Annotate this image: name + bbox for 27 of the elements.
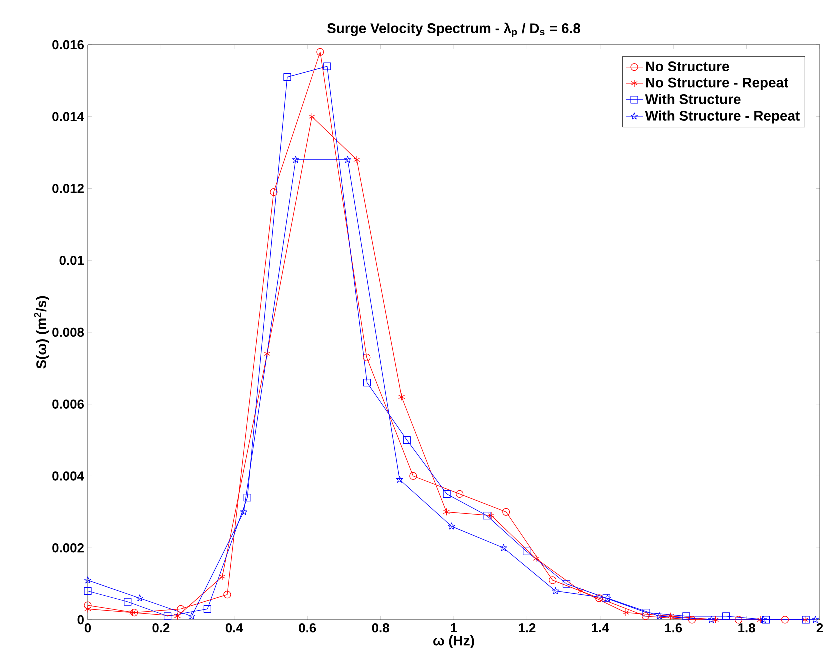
legend-label: No Structure - Repeat	[646, 78, 788, 91]
y-tick-label: 0.008	[52, 328, 84, 338]
y-tick-label: 0.006	[52, 400, 84, 409]
x-axis-title: ω (Hz)	[434, 636, 474, 649]
x-tick-label: 0.8	[372, 624, 390, 633]
x-tick-label: 1.2	[519, 624, 536, 633]
y-tick-label: 0.016	[52, 40, 84, 50]
y-tick-label: 0.002	[52, 544, 84, 553]
y-tick-label: 0	[78, 615, 84, 625]
y-tick-label: 0.012	[52, 184, 84, 194]
x-tick-label: 1.8	[738, 624, 756, 633]
chart-title: Surge Velocity Spectrum - λ$_{p}$ / D$_{s}$ = 6.8	[327, 22, 580, 38]
x-tick-label: 0.6	[299, 624, 316, 633]
legend-label: With Structure	[645, 94, 741, 104]
legend-label: With Structure - Repeat	[645, 110, 800, 124]
legend-label: No Structure	[646, 62, 730, 72]
x-tick-label: 0.4	[226, 624, 244, 633]
y-axis-title: S(ω) (m$^{2}$/s)	[34, 296, 50, 369]
x-tick-label: 1.4	[592, 624, 610, 632]
x-tick-label: 1.6	[665, 624, 682, 633]
y-tick-label: 0.004	[52, 472, 84, 481]
x-tick-label: 2	[816, 624, 824, 633]
y-tick-label: 0.01	[60, 256, 84, 266]
x-tick-label: 0.2	[152, 624, 170, 633]
y-tick-label: 0.014	[52, 112, 84, 122]
x-tick-label: 1	[451, 624, 458, 632]
x-tick-label: 0	[84, 624, 92, 633]
